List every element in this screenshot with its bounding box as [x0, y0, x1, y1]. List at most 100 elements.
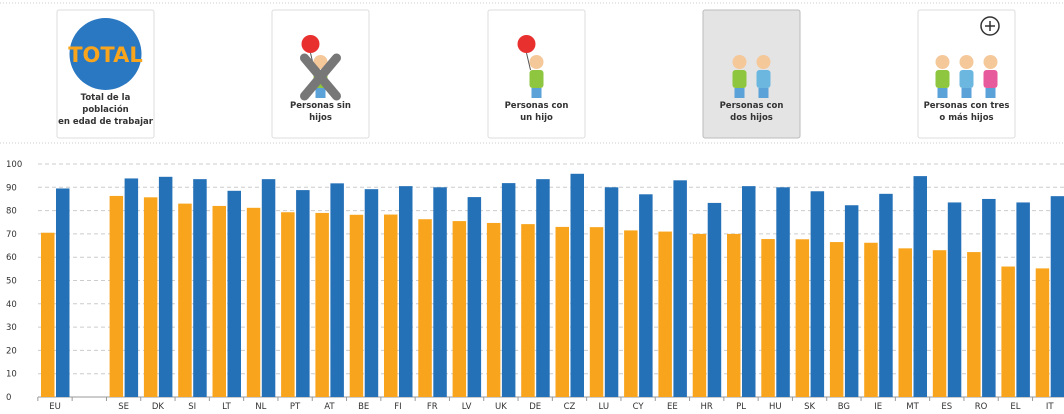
- y-tick-label: 50: [6, 277, 17, 287]
- bar: [658, 232, 672, 397]
- bar: [418, 219, 432, 397]
- x-tick-label: LU: [599, 402, 610, 410]
- bar: [521, 224, 535, 397]
- bar: [761, 239, 775, 397]
- bar: [879, 194, 893, 397]
- bar: [178, 204, 192, 397]
- x-tick-label: EE: [667, 402, 678, 410]
- bar: [639, 194, 653, 397]
- bar: [776, 187, 790, 397]
- tab-label: Personas con tres: [924, 101, 1010, 111]
- bar: [228, 191, 242, 397]
- tab-label: población: [82, 104, 129, 115]
- x-tick-label: AT: [324, 402, 335, 410]
- bar: [727, 234, 741, 397]
- bar: [56, 188, 70, 397]
- y-tick-label: 30: [6, 323, 17, 333]
- x-tick-label: CY: [633, 402, 645, 410]
- bar: [948, 202, 962, 397]
- icon-body: [984, 70, 998, 88]
- bar: [125, 178, 139, 397]
- x-tick-label: IT: [1046, 402, 1055, 410]
- x-tick-label: NL: [255, 402, 266, 410]
- bar: [864, 243, 878, 397]
- bar: [624, 230, 638, 397]
- icon-head: [984, 55, 998, 69]
- icon-legs: [316, 88, 326, 98]
- tab-label: Personas con: [505, 101, 569, 111]
- x-tick-label: FR: [427, 402, 438, 410]
- bar: [845, 205, 859, 397]
- screen: TOTALTotal de lapoblaciónen edad de trab…: [0, 0, 1064, 410]
- icon-head: [936, 55, 950, 69]
- bar: [982, 199, 996, 397]
- bar: [914, 176, 928, 397]
- icon-body: [733, 70, 747, 88]
- y-tick-label: 90: [6, 183, 17, 193]
- x-tick-label: RO: [975, 402, 988, 410]
- bar: [830, 242, 844, 397]
- icon-head: [960, 55, 974, 69]
- y-tick-label: 0: [6, 393, 11, 403]
- bar: [193, 179, 207, 397]
- x-tick-label: PT: [290, 402, 301, 410]
- x-tick-label: EL: [1010, 402, 1020, 410]
- bar: [967, 252, 981, 397]
- x-tick-label: CZ: [564, 402, 576, 410]
- bar: [296, 190, 310, 397]
- tab-label: Personas con: [720, 101, 784, 111]
- x-tick-label: LT: [222, 402, 232, 410]
- icon-body: [757, 70, 771, 88]
- icon-legs: [962, 88, 972, 98]
- y-tick-label: 20: [6, 346, 17, 356]
- icon-body: [936, 70, 950, 88]
- y-tick-label: 80: [6, 207, 17, 217]
- bar: [315, 213, 329, 397]
- y-tick-label: 70: [6, 230, 17, 240]
- bar: [281, 212, 295, 397]
- x-tick-label: DK: [152, 402, 165, 410]
- bar: [899, 248, 913, 397]
- x-tick-label: SE: [118, 402, 129, 410]
- bar: [144, 197, 158, 397]
- y-tick-label: 40: [6, 300, 17, 310]
- bar: [796, 239, 810, 397]
- bar: [556, 227, 570, 397]
- bar: [213, 206, 227, 397]
- x-tick-label: LV: [462, 402, 472, 410]
- bar: [536, 179, 550, 397]
- icon-legs: [938, 88, 948, 98]
- icon-legs: [735, 88, 745, 98]
- icon-legs: [532, 88, 542, 98]
- x-tick-label: ES: [941, 402, 952, 410]
- x-tick-label: UK: [495, 402, 507, 410]
- bar: [453, 221, 467, 397]
- bar: [365, 189, 379, 397]
- bar: [487, 223, 501, 397]
- icon-body: [960, 70, 974, 88]
- tab[interactable]: Personas con un hijo: [488, 10, 585, 138]
- x-tick-label: MT: [906, 402, 919, 410]
- bar: [693, 234, 707, 397]
- x-tick-label: BE: [358, 402, 369, 410]
- x-tick-label: HR: [701, 402, 713, 410]
- bar: [590, 227, 604, 397]
- icon-head: [530, 55, 544, 69]
- x-tick-label: SI: [188, 402, 196, 410]
- x-tick-label: HU: [769, 402, 782, 410]
- x-tick-label: PL: [736, 402, 746, 410]
- bar: [262, 179, 276, 397]
- bar: [384, 215, 398, 397]
- y-tick-label: 10: [6, 370, 17, 380]
- x-tick-label: SK: [804, 402, 815, 410]
- page: {"tabs": [ {"badge": "TOTAL", "lines": […: [0, 0, 1064, 410]
- tab-label: un hijo: [520, 113, 553, 123]
- bar: [933, 250, 947, 397]
- bar: [159, 177, 173, 397]
